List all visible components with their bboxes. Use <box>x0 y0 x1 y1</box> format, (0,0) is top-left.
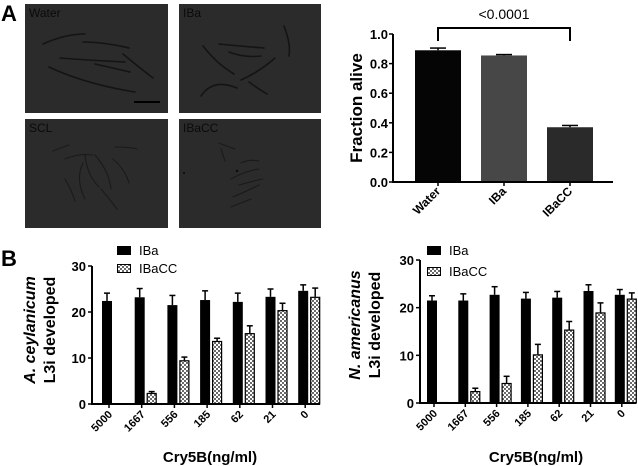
legend-label: IBaCC <box>449 264 487 279</box>
legend-label: IBaCC <box>139 261 177 276</box>
y-tick-label: 0.2 <box>370 145 388 160</box>
x-tick-label: Water <box>410 184 443 217</box>
panel-label-a: A <box>1 1 17 26</box>
micrograph-label: Water <box>29 6 61 20</box>
y-tick-label: 20 <box>72 305 86 320</box>
y-tick-label: 30 <box>72 259 86 274</box>
legend-swatch-iba <box>427 246 441 255</box>
x-tick-label: 62 <box>229 409 246 426</box>
bar-iba <box>427 300 437 403</box>
x-tick-label: 185 <box>513 408 534 429</box>
x-tick-label: IBaCC <box>540 184 576 220</box>
x-tick-label: 5000 <box>414 408 440 434</box>
bar-iba <box>552 297 563 403</box>
x-tick-label: 0 <box>615 408 628 421</box>
bar-iba <box>458 300 469 403</box>
micrograph-water: Water <box>25 4 168 113</box>
p-value-annotation: <0.0001 <box>479 6 530 22</box>
bar-ibacc <box>626 298 637 404</box>
worm-shapes <box>200 25 291 97</box>
micrograph-iba: IBa <box>179 4 321 113</box>
y-axis-label: L3i developed <box>367 272 384 379</box>
significance-bracket <box>437 27 571 41</box>
bar-iba <box>298 290 309 404</box>
worm-shapes <box>42 33 160 103</box>
y-tick-label: 0.0 <box>370 175 388 190</box>
bar-ibacc <box>595 312 606 404</box>
bar-iba <box>265 296 276 404</box>
y-tick-label: 30 <box>400 253 414 268</box>
bar-water <box>415 50 461 182</box>
bar-ibacc <box>547 127 593 182</box>
micrograph-ibacc: IBaCC <box>179 119 321 228</box>
y-axis-label-species: A. ceylanicum <box>22 276 39 385</box>
x-tick-label: 5000 <box>89 409 115 435</box>
y-tick-label: 10 <box>400 348 414 363</box>
bar-ibacc <box>470 390 481 404</box>
x-tick-label: 0 <box>299 409 312 422</box>
y-tick-label: 1.0 <box>370 27 388 42</box>
bar-iba <box>102 300 112 404</box>
bar-ibacc <box>501 382 512 404</box>
micrograph-scl: SCL <box>25 119 168 228</box>
x-tick-label: 62 <box>548 408 565 425</box>
bar-iba <box>583 290 594 403</box>
x-tick-label: 185 <box>192 409 213 430</box>
y-tick-label: 0.4 <box>370 116 389 131</box>
y-tick-label: 0 <box>79 397 86 412</box>
x-tick-label: 21 <box>579 408 596 425</box>
x-tick-label: 556 <box>481 408 502 429</box>
x-tick-label: IBa <box>486 184 509 207</box>
worm-shapes <box>52 144 138 210</box>
bar-ibacc <box>277 310 288 405</box>
bar-ibacc <box>564 329 575 404</box>
y-tick-label: 10 <box>72 351 86 366</box>
legend-label: IBa <box>139 243 159 258</box>
bar-iba <box>134 297 145 404</box>
legend-swatch-ibacc <box>427 267 441 276</box>
bar-iba <box>614 294 625 403</box>
x-tick-label: 1667 <box>446 408 472 434</box>
y-axis-label-species: N. americanus <box>347 270 364 379</box>
y-tick-label: 20 <box>400 301 414 316</box>
bar-ibacc <box>179 360 190 405</box>
bar-ibacc <box>244 333 255 405</box>
x-tick-label: 556 <box>159 409 180 430</box>
micrograph-label: IBaCC <box>183 121 219 135</box>
legend-swatch-ibacc <box>117 264 131 273</box>
bar-iba <box>489 294 500 403</box>
micrograph-label: SCL <box>29 121 53 135</box>
bar-iba <box>232 301 243 404</box>
worm-shapes <box>183 142 264 208</box>
bar-iba <box>167 305 178 404</box>
bar-ibacc <box>532 354 544 404</box>
bar-ibacc <box>212 340 223 405</box>
micrograph-label: IBa <box>183 6 202 20</box>
x-axis-label: Cry5B(ng/ml) <box>489 449 583 466</box>
x-axis-label: Cry5B(ng/ml) <box>163 449 257 466</box>
bar-ibacc <box>146 392 157 405</box>
bar-iba <box>520 298 531 403</box>
y-tick-label: 0 <box>407 396 414 411</box>
bar-iba <box>481 55 527 182</box>
x-tick-label: 21 <box>261 409 278 426</box>
legend-label: IBa <box>449 243 469 258</box>
panel-label-b: B <box>1 246 17 271</box>
bar-ibacc <box>310 296 321 405</box>
y-axis-label: Fraction alive <box>347 53 366 163</box>
bar-iba <box>200 300 211 404</box>
x-tick-label: 1667 <box>122 409 148 435</box>
legend-swatch-iba <box>117 246 131 255</box>
y-axis-label: L3i developed <box>42 277 59 384</box>
y-tick-label: 0.6 <box>370 86 388 101</box>
y-tick-label: 0.8 <box>370 57 388 72</box>
